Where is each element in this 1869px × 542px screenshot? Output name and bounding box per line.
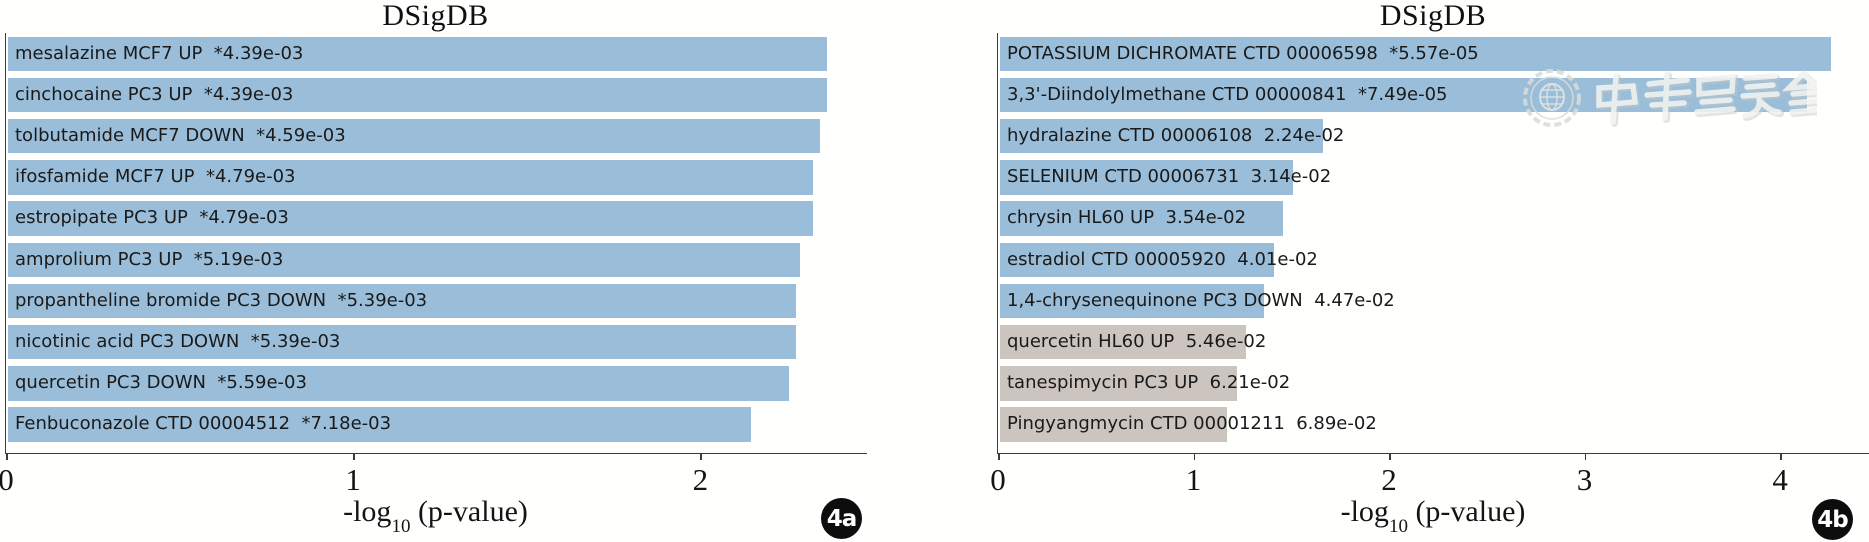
bar-label: propantheline bromide PC3 DOWN *5.39e-03	[15, 289, 428, 311]
bar-quercetin-hl60-up: quercetin HL60 UP 5.46e-02	[1000, 324, 1266, 360]
bar-estradiol-ctd-00005920: estradiol CTD 00005920 4.01e-02	[1000, 242, 1318, 277]
chart-a-plot-area: mesalazine MCF7 UP *4.39e-03 cinchocaine …	[0, 33, 867, 497]
x-axis-tick-mark	[1193, 454, 1196, 460]
bar-label: mesalazine MCF7 UP *4.39e-03	[15, 42, 304, 64]
bar-mesalazine-mcf7-up: mesalazine MCF7 UP *4.39e-03	[8, 36, 828, 71]
chart-b-xaxis-label: -log10 (p-value)	[997, 495, 1869, 537]
bar-fenbuconazole-ctd-00004512: Fenbuconazole CTD 00004512 *7.18e-03	[8, 407, 751, 442]
bar-label: 3,3'-Diindolylmethane CTD 00000841 *7.49…	[1007, 83, 1448, 105]
bar-nicotinic-acid-pc3-down: nicotinic acid PC3 DOWN *5.39e-03	[8, 324, 797, 360]
chart-a-xaxis-label: -log10 (p-value)	[5, 495, 866, 537]
x-axis-tick-label: 0	[0, 462, 14, 497]
x-axis-tick-mark	[1780, 454, 1782, 460]
bar-pingyangmycin-ctd-00001211: Pingyangmycin CTD 00001211 6.89e-02	[1000, 407, 1377, 442]
chinese-medical-association-watermark	[1521, 68, 1828, 130]
x-axis-tick-mark	[353, 454, 355, 460]
chart-b-title: DSigDB	[1379, 0, 1487, 32]
xlabel-text: -log	[343, 495, 392, 528]
bar-hydralazine-ctd-00006108: hydralazine CTD 00006108 2.24e-02	[1000, 118, 1344, 154]
watermark-graphic	[1523, 69, 1828, 127]
panel-badge-4b: 4b	[1812, 499, 1853, 540]
xlabel-text: (p-value)	[1407, 495, 1526, 528]
panel-badge-4a: 4a	[821, 498, 862, 539]
bar-label: chrysin HL60 UP 3.54e-02	[1007, 207, 1247, 229]
bar-propantheline-bromide-pc3-down: propantheline bromide PC3 DOWN *5.39e-03	[8, 283, 797, 319]
bar-potassium-dichromate-ctd-00006598: POTASSIUM DICHROMATE CTD 00006598 *5.57e…	[1000, 36, 1831, 71]
bar-quercetin-pc3-down: quercetin PC3 DOWN *5.59e-03	[8, 366, 790, 401]
x-axis-tick-mark	[700, 454, 702, 460]
bar-tolbutamide-mcf7-down: tolbutamide MCF7 DOWN *4.59e-03	[8, 118, 821, 154]
bar-amprolium-pc3-up: amprolium PC3 UP *5.19e-03	[8, 242, 800, 277]
bar-label: cinchocaine PC3 UP *4.39e-03	[15, 83, 294, 105]
x-axis-tick-label: 3	[1576, 462, 1593, 497]
bar-label: 1,4-chrysenequinone PC3 DOWN 4.47e-02	[1007, 289, 1395, 311]
bar-selenium-ctd-00006731: SELENIUM CTD 00006731 3.14e-02	[1000, 160, 1331, 195]
x-axis-tick-label: 1	[1185, 462, 1202, 497]
bar-estropipate-pc3-up: estropipate PC3 UP *4.79e-03	[8, 201, 814, 236]
bar-label: Pingyangmycin CTD 00001211 6.89e-02	[1007, 413, 1377, 435]
bar-label: tolbutamide MCF7 DOWN *4.59e-03	[15, 124, 346, 146]
bar-tanespimycin-pc3-up: tanespimycin PC3 UP 6.21e-02	[1000, 366, 1290, 401]
xlabel-text: (p-value)	[410, 495, 528, 528]
x-axis-tick-mark	[1389, 454, 1391, 460]
xlabel-subscript: 10	[1388, 516, 1408, 537]
bar-label: amprolium PC3 UP *5.19e-03	[15, 248, 284, 270]
xlabel-text: -log	[1340, 495, 1389, 528]
bar-cinchocaine-pc3-up: cinchocaine PC3 UP *4.39e-03	[8, 77, 828, 113]
bar-1-4-chrysenequinone-pc3-down: 1,4-chrysenequinone PC3 DOWN 4.47e-02	[1000, 283, 1395, 319]
chart-a-title: DSigDB	[382, 0, 489, 32]
x-axis-tick-mark	[6, 454, 8, 460]
x-axis-tick-mark	[1584, 454, 1587, 460]
bar-label: quercetin PC3 DOWN *5.59e-03	[15, 372, 307, 394]
bar-label: hydralazine CTD 00006108 2.24e-02	[1007, 124, 1345, 146]
x-axis-tick-label: 2	[1381, 462, 1397, 497]
x-axis-tick-label: 0	[990, 462, 1006, 497]
bar-label: Fenbuconazole CTD 00004512 *7.18e-03	[15, 413, 392, 435]
bar-label: SELENIUM CTD 00006731 3.14e-02	[1007, 166, 1332, 188]
chart-b-plot-area: POTASSIUM DICHROMATE CTD 00006598 *5.57e…	[990, 33, 1869, 497]
bar-label: ifosfamide MCF7 UP *4.79e-03	[15, 166, 296, 188]
seal-icon	[1523, 69, 1581, 127]
bar-label: nicotinic acid PC3 DOWN *5.39e-03	[15, 330, 341, 352]
bar-label: quercetin HL60 UP 5.46e-02	[1007, 330, 1267, 352]
bar-chrysin-hl60-up: chrysin HL60 UP 3.54e-02	[1000, 201, 1284, 236]
x-axis-tick-mark	[998, 454, 1000, 460]
x-axis-tick-label: 4	[1772, 462, 1788, 497]
bar-label: POTASSIUM DICHROMATE CTD 00006598 *5.57e…	[1007, 42, 1479, 64]
bar-label: estradiol CTD 00005920 4.01e-02	[1007, 248, 1318, 270]
bar-ifosfamide-mcf7-up: ifosfamide MCF7 UP *4.79e-03	[8, 160, 814, 195]
x-axis-tick-label: 2	[692, 462, 709, 497]
xlabel-subscript: 10	[391, 516, 411, 537]
calligraphy-icon	[1596, 70, 1828, 127]
bar-label: estropipate PC3 UP *4.79e-03	[15, 207, 289, 229]
bar-label: tanespimycin PC3 UP 6.21e-02	[1007, 372, 1291, 394]
x-axis-tick-label: 1	[345, 462, 361, 497]
